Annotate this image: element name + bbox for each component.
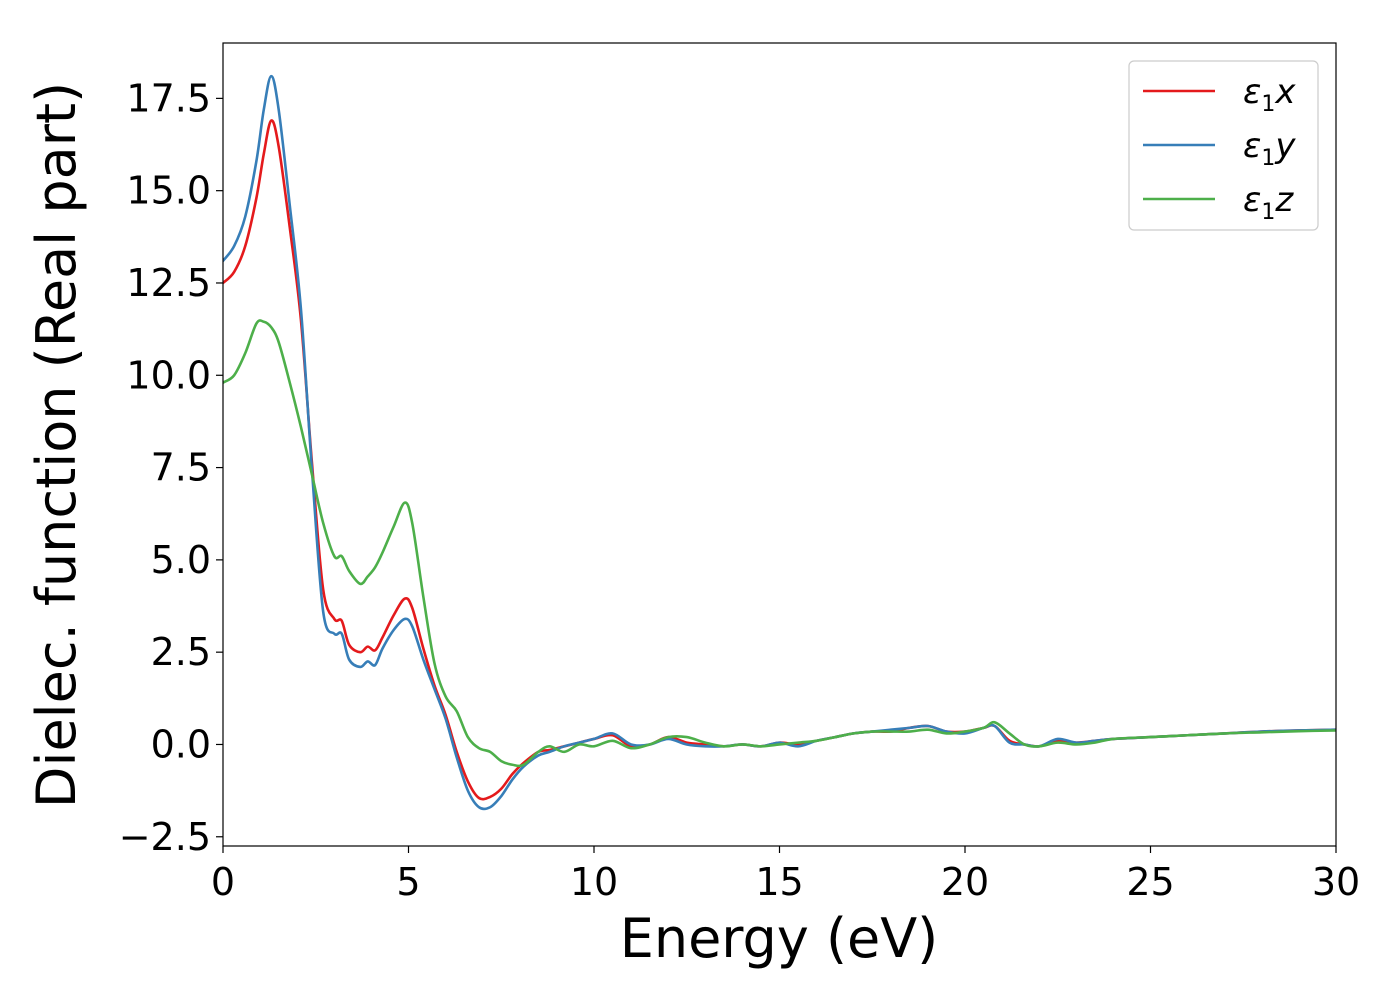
- x-tick-label: 5: [396, 860, 420, 904]
- y-tick-label: −2.5: [119, 815, 211, 859]
- series-line-z: [223, 319, 1336, 768]
- x-axis-ticks: 0 5 10 15 20 25 30: [211, 846, 1360, 904]
- x-tick-label: 20: [941, 860, 989, 904]
- x-tick-label: 30: [1312, 860, 1360, 904]
- legend-box: [1128, 60, 1319, 231]
- x-tick-label: 10: [570, 860, 618, 904]
- series-line-y: [223, 74, 1336, 811]
- y-tick-label: 5.0: [151, 538, 211, 582]
- x-tick-label: 0: [211, 860, 235, 904]
- y-tick-label: 17.5: [126, 76, 211, 120]
- y-axis-ticks: −2.5 0.0 2.5 5.0 7.5 10.0 12.5 15.0 17.5: [119, 76, 223, 859]
- y-tick-label: 7.5: [151, 446, 211, 490]
- series-layer: [223, 74, 1336, 811]
- y-tick-label: 10.0: [126, 353, 211, 397]
- y-tick-label: 15.0: [126, 169, 211, 213]
- legend-label-y: ε1y: [1243, 126, 1296, 171]
- legend-label-z: ε1z: [1243, 180, 1294, 225]
- y-tick-label: 12.5: [126, 261, 211, 305]
- x-tick-label: 25: [1126, 860, 1174, 904]
- x-axis-label: Energy (eV): [620, 907, 939, 970]
- x-tick-label: 15: [755, 860, 803, 904]
- y-tick-label: 2.5: [151, 630, 211, 674]
- y-axis-label: Dielec. function (Real part): [25, 82, 88, 808]
- legend-label-x: ε1x: [1243, 72, 1296, 117]
- y-tick-label: 0.0: [151, 722, 211, 766]
- legend: ε1x ε1y ε1z: [1128, 60, 1319, 231]
